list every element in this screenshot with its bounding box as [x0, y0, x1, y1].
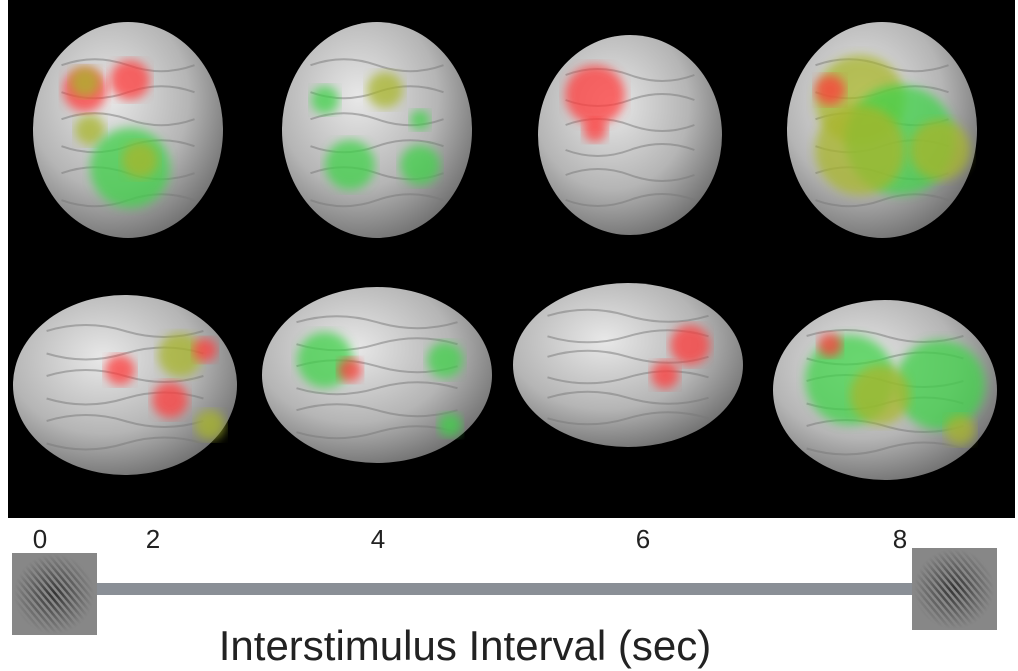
- activation: [565, 65, 625, 125]
- brain: [13, 295, 237, 475]
- activation: [152, 382, 188, 418]
- activation: [338, 358, 362, 382]
- activation: [427, 342, 463, 378]
- brain: [262, 287, 492, 463]
- gabor-end: [904, 539, 1004, 639]
- activation: [400, 145, 440, 185]
- figure: Interstimulus Interval (sec) 0 2 4 6 8: [0, 0, 1018, 671]
- activation: [367, 72, 403, 108]
- axis-label: Interstimulus Interval (sec): [219, 622, 711, 669]
- brain: [282, 22, 472, 238]
- tick-label: 8: [893, 524, 907, 554]
- activation: [895, 340, 985, 430]
- tick-label: 0: [33, 524, 47, 554]
- activation: [651, 361, 679, 389]
- activation: [122, 142, 158, 178]
- activation: [410, 110, 430, 130]
- timeline-bar: [95, 583, 915, 595]
- activation: [105, 355, 135, 385]
- tick-label: 4: [371, 524, 385, 554]
- activation: [910, 120, 970, 180]
- activation: [110, 60, 150, 100]
- activation: [75, 115, 105, 145]
- activation: [815, 105, 905, 195]
- gabor-start: [4, 544, 104, 644]
- brain: [538, 35, 722, 235]
- tick-label: 2: [146, 524, 160, 554]
- activation: [438, 413, 462, 437]
- activation: [850, 365, 910, 425]
- activation: [670, 325, 710, 365]
- activation: [70, 67, 100, 97]
- activation: [325, 140, 375, 190]
- activation: [193, 338, 217, 362]
- activation: [583, 118, 607, 142]
- activation: [815, 75, 845, 105]
- activation: [818, 333, 842, 357]
- activation: [945, 415, 975, 445]
- activation: [195, 410, 225, 440]
- activation: [311, 86, 339, 114]
- tick-label: 6: [636, 524, 650, 554]
- brain: [513, 283, 743, 447]
